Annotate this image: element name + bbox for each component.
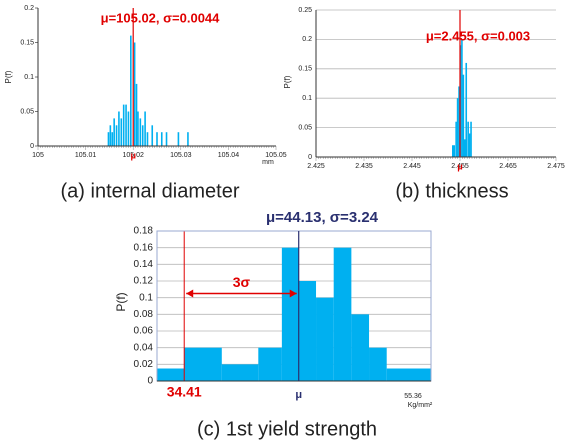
y-tick-label: 0.02: [134, 359, 154, 370]
y-tick-label: 0.15: [298, 66, 312, 73]
bar: [144, 111, 146, 146]
bar: [369, 347, 387, 381]
mean-label: μ: [457, 161, 463, 171]
y-tick-label: 0.14: [134, 259, 154, 270]
bar: [386, 368, 431, 381]
y-axis-label: P(f): [4, 70, 13, 83]
annotation: μ=44.13, σ=3.24: [266, 209, 379, 226]
y-tick-label: 0.15: [20, 39, 34, 46]
bar: [462, 74, 465, 157]
y-tick-label: 0.1: [139, 292, 153, 303]
y-tick-label: 0.1: [302, 95, 312, 102]
x-tick-label: 105.05: [265, 152, 287, 159]
bar: [316, 297, 334, 381]
x-axis-label: mm: [262, 159, 274, 166]
x-tick-label: 55.36: [404, 393, 422, 400]
y-axis-label: P(f): [283, 75, 292, 88]
x-tick-label: 2.475: [547, 163, 565, 170]
bar: [157, 368, 185, 381]
x-tick-label: 105.02: [122, 152, 144, 159]
y-tick-label: 0.2: [302, 36, 312, 43]
y-tick-label: 0.06: [134, 326, 154, 337]
bar: [461, 39, 463, 157]
bar: [133, 42, 136, 146]
y-tick-label: 0.1: [24, 74, 34, 81]
bar: [468, 133, 471, 157]
bar: [467, 121, 469, 157]
annotation: μ=2.455, σ=0.003: [426, 28, 530, 43]
bar: [156, 132, 158, 146]
bar: [458, 86, 460, 157]
y-tick-label: 0: [147, 376, 153, 387]
x-axis-label: Kg/mm²: [408, 402, 433, 409]
caption: (c) 1st yield strength: [197, 418, 377, 440]
y-tick-label: 0.08: [134, 309, 154, 320]
bar: [455, 121, 457, 157]
x-tick-label: 105: [32, 152, 44, 159]
bar: [351, 314, 370, 381]
y-tick-label: 0.04: [134, 342, 154, 353]
x-tick-label: 2.425: [307, 163, 325, 170]
bar: [281, 247, 299, 381]
mean-label: μ: [295, 389, 302, 401]
bar: [456, 98, 459, 157]
bar: [146, 132, 149, 146]
bar: [141, 125, 144, 146]
y-tick-label: 0.05: [20, 108, 34, 115]
bar: [470, 121, 472, 157]
bar: [109, 125, 112, 146]
bar: [333, 247, 352, 381]
bar: [111, 132, 114, 146]
y-axis-label: P(f): [114, 292, 128, 311]
mean-label: μ: [130, 150, 136, 160]
bar: [160, 132, 163, 146]
x-tick-label: 105.04: [218, 152, 240, 159]
bar: [120, 118, 123, 146]
x-tick-label: 34.41: [167, 384, 202, 400]
bar: [464, 139, 466, 157]
bar: [258, 347, 282, 381]
bar: [139, 118, 142, 146]
bar: [125, 104, 127, 146]
bar: [452, 145, 454, 157]
arrow-label: 3σ: [233, 274, 251, 290]
x-tick-label: 105.03: [170, 152, 192, 159]
bar: [453, 145, 456, 157]
bar: [115, 125, 118, 146]
bar: [221, 364, 259, 381]
caption: (b) thickness: [395, 180, 508, 202]
bar: [127, 111, 130, 146]
bar: [298, 281, 317, 381]
bar: [151, 125, 154, 146]
bar: [137, 111, 139, 146]
bar: [465, 62, 468, 157]
bar: [118, 111, 120, 146]
caption: (a) internal diameter: [61, 180, 240, 202]
x-tick-label: 2.445: [403, 163, 421, 170]
bar: [107, 132, 110, 146]
y-tick-label: 0.25: [298, 7, 312, 14]
bar: [184, 347, 222, 381]
x-tick-label: 2.455: [451, 163, 469, 170]
y-tick-label: 0.16: [134, 242, 154, 253]
y-tick-label: 0: [30, 143, 34, 150]
bar: [187, 132, 189, 146]
x-tick-label: 105.01: [75, 152, 97, 159]
x-tick-label: 2.435: [355, 163, 373, 170]
bar: [135, 83, 138, 146]
x-tick-label: 2.465: [499, 163, 517, 170]
y-tick-label: 0.12: [134, 276, 154, 287]
y-tick-label: 0: [308, 154, 312, 161]
bar: [113, 118, 115, 146]
bar: [165, 132, 168, 146]
y-tick-label: 0.2: [24, 5, 34, 12]
annotation: μ=105.02, σ=0.0044: [101, 10, 221, 25]
bar: [130, 35, 132, 146]
y-tick-label: 0.18: [134, 226, 154, 237]
y-tick-label: 0.05: [298, 124, 312, 131]
bar: [122, 104, 125, 146]
bar: [177, 132, 180, 146]
